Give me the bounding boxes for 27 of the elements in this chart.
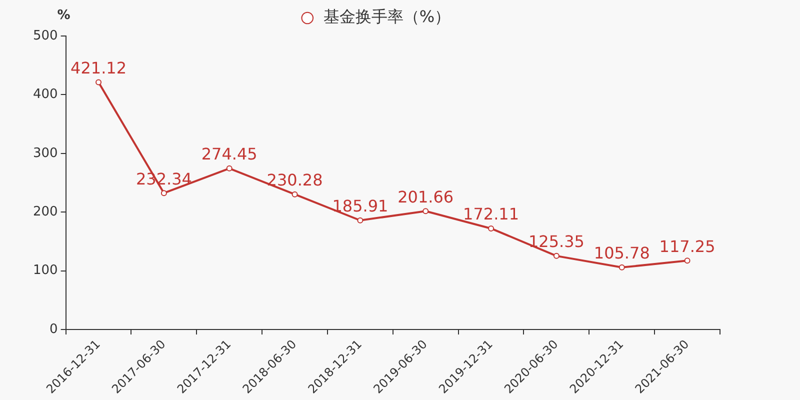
data-label: 105.78 — [594, 244, 650, 263]
data-label: 274.45 — [201, 144, 258, 164]
point — [357, 217, 364, 224]
y-tick-label: 500 — [32, 28, 58, 44]
data-label: 117.25 — [659, 236, 716, 256]
point — [684, 258, 690, 264]
legend-label: 基金换手率（%） — [323, 7, 451, 26]
data-label: 185.91 — [332, 196, 388, 216]
point — [488, 225, 494, 232]
point — [618, 264, 625, 270]
point — [553, 252, 560, 259]
y-tick-label: 300 — [32, 146, 58, 161]
data-label: 125.35 — [528, 232, 584, 252]
y-tick-label: 100 — [32, 263, 58, 278]
data-label: 421.12 — [70, 58, 127, 78]
point — [422, 208, 429, 214]
data-label: 172.11 — [463, 204, 520, 224]
y-axis-title: % — [57, 8, 70, 23]
y-tick-label: 0 — [50, 322, 58, 337]
point — [96, 79, 102, 86]
y-tick-label: 200 — [32, 204, 58, 220]
point — [226, 165, 232, 172]
point — [292, 191, 298, 198]
point — [160, 190, 167, 196]
y-tick-label: 400 — [32, 87, 58, 102]
data-label: 201.66 — [398, 187, 454, 206]
data-label: 230.28 — [266, 170, 323, 190]
